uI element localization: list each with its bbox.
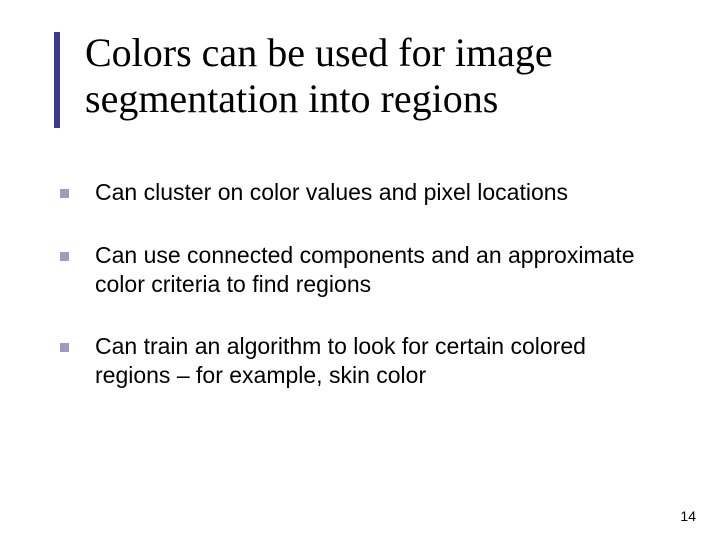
- list-item: Can cluster on color values and pixel lo…: [54, 178, 666, 207]
- page-number: 14: [680, 508, 696, 524]
- square-bullet-icon: [60, 343, 69, 352]
- title-block: Colors can be used for image segmentatio…: [85, 30, 665, 122]
- bullet-text: Can cluster on color values and pixel lo…: [95, 178, 568, 207]
- square-bullet-icon: [60, 252, 69, 261]
- square-bullet-icon: [60, 189, 69, 198]
- slide: Colors can be used for image segmentatio…: [0, 0, 720, 540]
- slide-body: Can cluster on color values and pixel lo…: [54, 178, 666, 424]
- slide-title: Colors can be used for image segmentatio…: [85, 30, 665, 122]
- title-accent-rule: [54, 32, 60, 128]
- bullet-text: Can train an algorithm to look for certa…: [95, 332, 666, 390]
- bullet-text: Can use connected components and an appr…: [95, 241, 666, 299]
- list-item: Can use connected components and an appr…: [54, 241, 666, 299]
- list-item: Can train an algorithm to look for certa…: [54, 332, 666, 390]
